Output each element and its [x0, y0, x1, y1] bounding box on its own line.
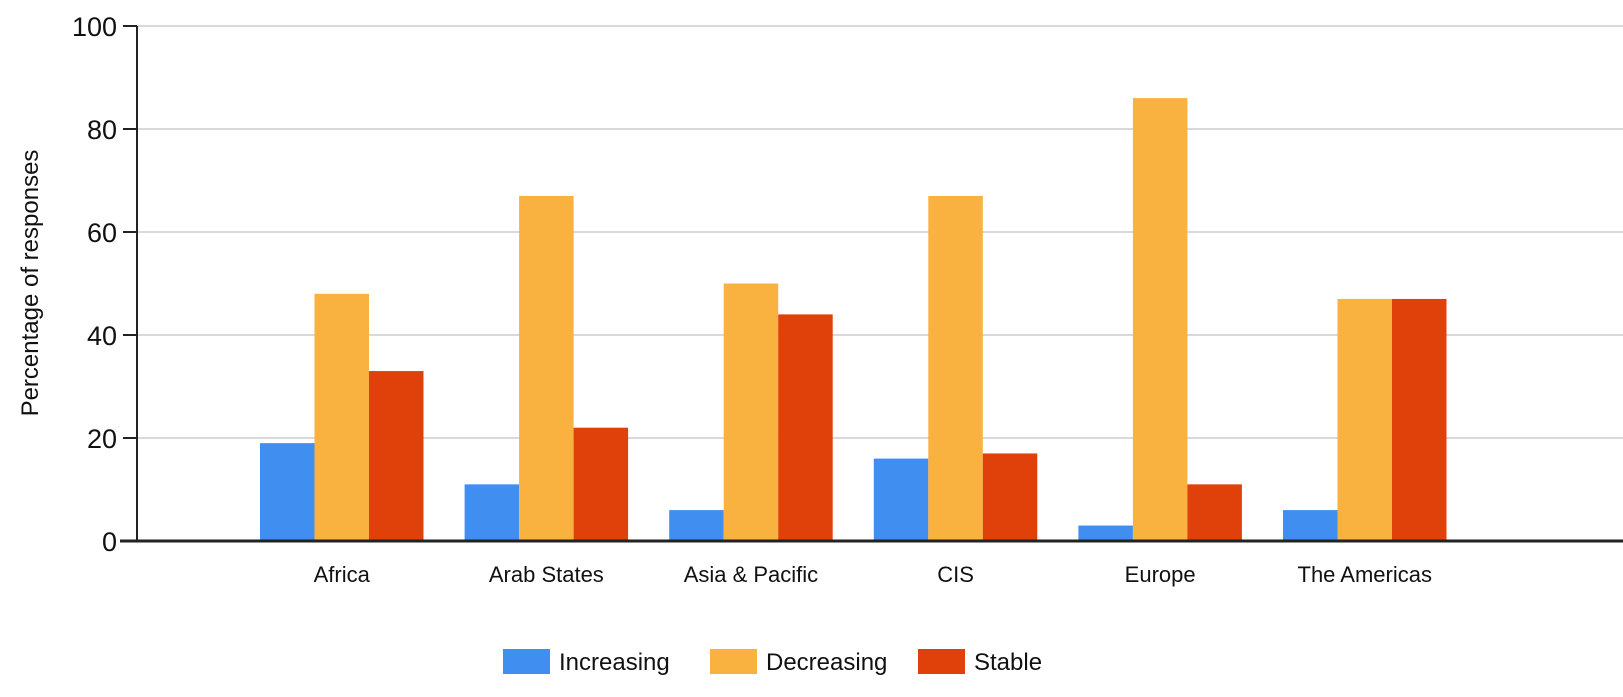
bar-decreasing-3: [928, 195, 983, 541]
x-tick-label: The Americas: [1298, 562, 1433, 587]
bars: [260, 98, 1447, 541]
y-tick-label: 20: [87, 424, 117, 454]
axes: [120, 26, 1623, 543]
legend-label-stable: Stable: [974, 649, 1042, 676]
bar-decreasing-4: [1132, 98, 1188, 541]
bar-decreasing-5: [1337, 298, 1392, 541]
legend-swatch-decreasing: [710, 649, 757, 674]
bar-stable-4: [1187, 484, 1242, 541]
bar-increasing-3: [873, 458, 929, 541]
x-tick-label: Asia & Pacific: [684, 562, 819, 587]
bar-increasing-0: [260, 443, 315, 541]
y-tick-label: 40: [87, 321, 117, 351]
y-tick-label: 100: [72, 12, 117, 42]
legend-label-increasing: Increasing: [559, 649, 670, 676]
legend-swatch-increasing: [503, 649, 550, 674]
bar-decreasing-0: [314, 293, 369, 541]
legend-swatch-stable: [918, 649, 965, 674]
bar-decreasing-2: [723, 283, 779, 541]
y-tick-label: 80: [87, 115, 117, 145]
bar-increasing-1: [464, 484, 520, 541]
x-tick-label: Africa: [314, 562, 371, 587]
x-tick-label: CIS: [937, 562, 974, 587]
bar-stable-2: [778, 314, 833, 541]
bar-increasing-2: [669, 510, 724, 541]
legend-label-decreasing: Decreasing: [766, 649, 887, 676]
x-tick-label: Europe: [1125, 562, 1196, 587]
y-tick-labels: 0 20 40 60 80 100: [72, 12, 117, 557]
bar-increasing-4: [1078, 525, 1133, 541]
bar-stable-5: [1392, 298, 1447, 541]
bar-stable-1: [573, 427, 629, 541]
legend: Increasing Decreasing Stable: [503, 649, 1042, 676]
bar-stable-3: [982, 453, 1038, 541]
y-axis-title: Percentage of responses: [17, 150, 44, 417]
x-tick-labels: Africa Arab States Asia & Pacific CIS Europe…: [314, 562, 1432, 587]
bar-stable-0: [369, 371, 424, 541]
bar-decreasing-1: [519, 195, 574, 541]
y-tick-label: 0: [102, 527, 117, 557]
x-tick-label: Arab States: [489, 562, 604, 587]
bar-increasing-5: [1283, 510, 1338, 541]
y-tick-label: 60: [87, 218, 117, 248]
